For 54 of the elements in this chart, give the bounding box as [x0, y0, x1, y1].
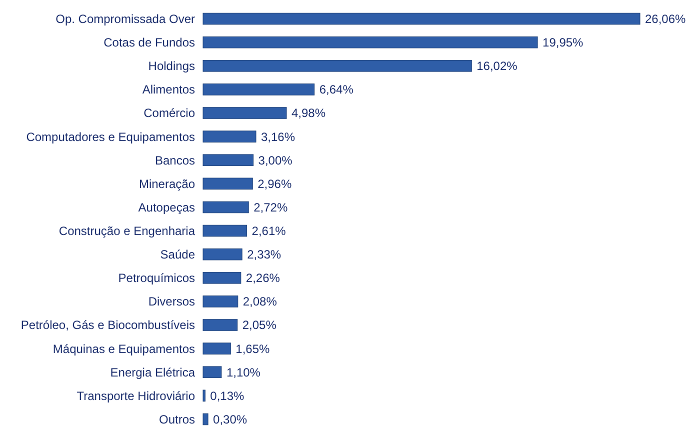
- bar: [202, 248, 242, 260]
- y-tick-label: Mineração: [138, 176, 196, 191]
- data-label: 16,02%: [476, 59, 518, 74]
- data-label: 0,13%: [210, 388, 245, 403]
- data-label: 3,00%: [258, 153, 293, 168]
- data-label: 2,08%: [242, 294, 278, 309]
- y-tick-label: Construção e Engenharia: [58, 224, 196, 238]
- y-tick-label: Autopeças: [138, 200, 195, 214]
- bar: [202, 390, 206, 402]
- y-tick-label: Alimentos: [142, 82, 195, 97]
- bar: [202, 224, 248, 237]
- bar: [202, 130, 256, 142]
- data-label: 26,06%: [645, 12, 686, 26]
- y-tick-label: Saúde: [160, 248, 196, 262]
- bar: [202, 342, 231, 354]
- bar: [202, 296, 238, 308]
- y-tick-label: Diversos: [148, 294, 195, 309]
- y-tick-label: Máquinas e Equipamentos: [52, 342, 195, 356]
- y-tick-label: Transporte Hidroviário: [76, 388, 196, 403]
- bar: [202, 178, 253, 190]
- bar: [202, 201, 249, 214]
- bar: [202, 107, 287, 119]
- y-tick-label: Petroquímicos: [118, 271, 195, 286]
- y-tick-label: Comércio: [144, 106, 196, 120]
- bar: [202, 272, 242, 284]
- y-tick-label: Bancos: [154, 153, 195, 168]
- bar: [202, 413, 208, 426]
- data-label: 3,16%: [260, 130, 296, 144]
- data-label: 2,05%: [242, 318, 277, 332]
- y-tick-label: Petróleo, Gás e Biocombustíveis: [20, 318, 195, 332]
- data-label: 2,33%: [247, 248, 282, 262]
- y-tick-label: Computadores e Equipamentos: [26, 130, 195, 144]
- data-label: 2,26%: [246, 271, 280, 286]
- y-tick-label: Holdings: [148, 59, 195, 74]
- data-label: 2,96%: [258, 176, 292, 191]
- data-label: 1,65%: [236, 342, 270, 356]
- bar: [202, 12, 640, 25]
- bar: [202, 60, 472, 72]
- data-label: 0,30%: [213, 412, 248, 426]
- y-tick-label: Cotas de Fundos: [104, 36, 195, 50]
- y-tick-label: Outros: [158, 412, 195, 426]
- data-label: 1,10%: [226, 365, 261, 380]
- data-label: 2,72%: [254, 200, 288, 214]
- bar: [202, 154, 254, 166]
- bar: [202, 319, 238, 331]
- y-tick-label: Op. Compromissada Over: [56, 12, 195, 26]
- data-label: 19,95%: [542, 36, 584, 50]
- y-tick-label: Energia Elétrica: [110, 365, 196, 380]
- data-label: 6,64%: [319, 82, 354, 97]
- bar: [202, 84, 315, 96]
- bar: [202, 36, 538, 48]
- bar: [202, 366, 222, 378]
- data-label: 4,98%: [292, 106, 326, 120]
- data-label: 2,61%: [252, 224, 286, 238]
